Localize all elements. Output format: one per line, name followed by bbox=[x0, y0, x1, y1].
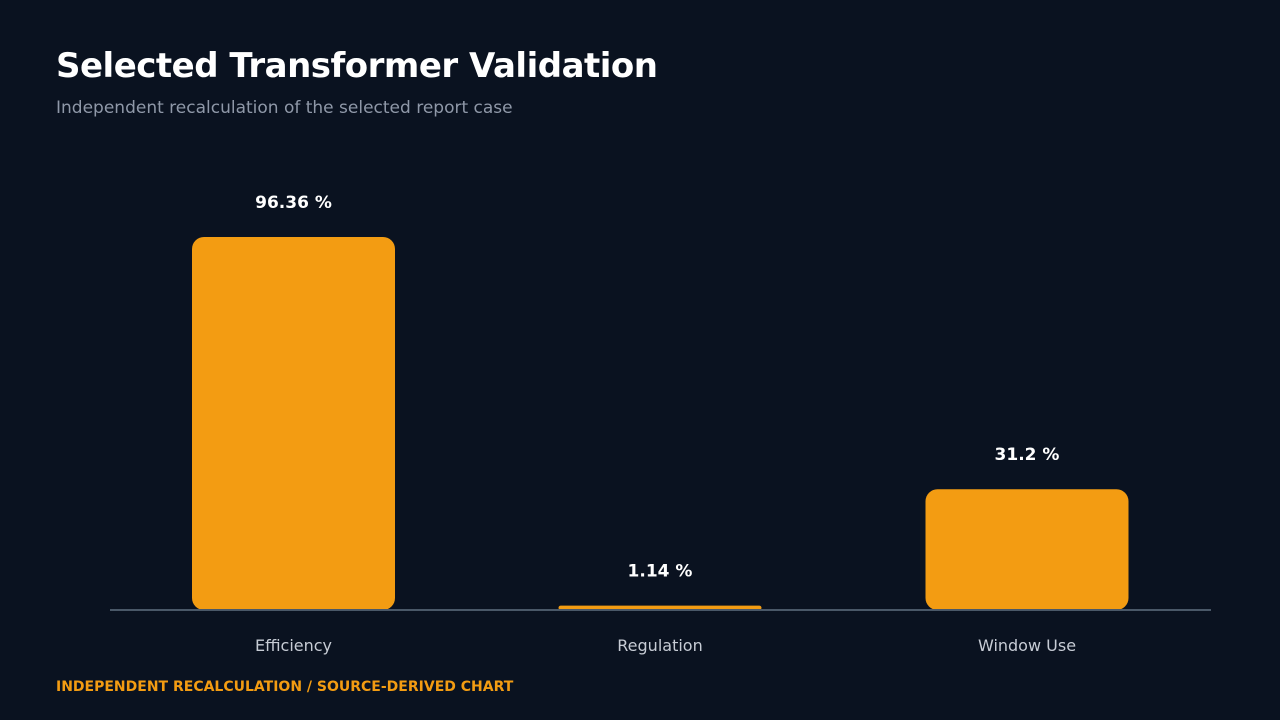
bar-efficiency bbox=[192, 237, 395, 610]
bar-regulation bbox=[558, 605, 762, 610]
chart-title: Selected Transformer Validation bbox=[56, 46, 658, 86]
category-label: Efficiency bbox=[255, 636, 332, 655]
value-label: 96.36 % bbox=[255, 193, 332, 213]
category-label: Regulation bbox=[617, 636, 702, 655]
value-label: 31.2 % bbox=[995, 445, 1060, 465]
chart-subtitle: Independent recalculation of the selecte… bbox=[56, 98, 513, 118]
footer-note: INDEPENDENT RECALCULATION / SOURCE-DERIV… bbox=[56, 679, 514, 695]
value-label: 1.14 % bbox=[628, 562, 693, 582]
category-label: Window Use bbox=[978, 636, 1076, 655]
bar-window-use bbox=[925, 489, 1129, 610]
